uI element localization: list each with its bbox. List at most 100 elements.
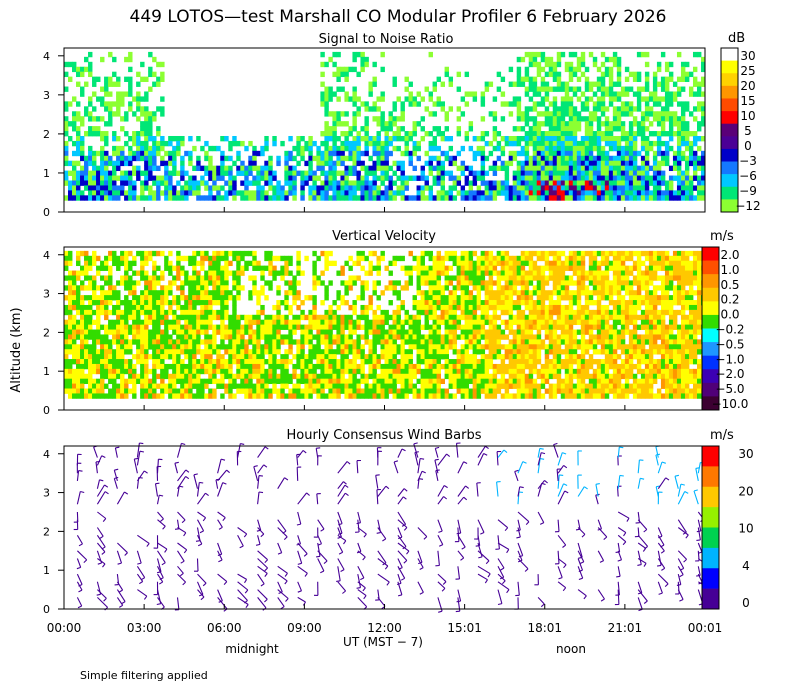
- heat-cell: [172, 165, 177, 172]
- heat-cell: [68, 314, 73, 321]
- heat-cell: [112, 111, 117, 117]
- heat-cell: [492, 170, 498, 176]
- heat-cell: [448, 378, 454, 385]
- heat-cell: [192, 304, 197, 311]
- heat-cell: [340, 339, 345, 345]
- heat-cell: [144, 388, 149, 394]
- heat-cell: [104, 135, 109, 142]
- heat-cell: [452, 344, 458, 350]
- heat-cell: [512, 96, 518, 102]
- heat-cell: [472, 135, 478, 142]
- heat-cell: [380, 373, 385, 380]
- heat-cell: [372, 334, 377, 340]
- heat-cell: [88, 280, 93, 286]
- heat-cell: [476, 368, 482, 375]
- heat-cell: [568, 71, 574, 78]
- heat-cell: [312, 285, 317, 291]
- heat-cell: [380, 175, 385, 181]
- heat-cell: [332, 368, 337, 375]
- heat-cell: [92, 285, 97, 291]
- heat-cell: [164, 388, 169, 394]
- heat-cell: [568, 170, 574, 176]
- heat-cell: [180, 170, 185, 176]
- heat-cell: [416, 275, 421, 281]
- heat-cell: [140, 373, 145, 380]
- heat-cell: [184, 275, 189, 281]
- heat-cell: [428, 96, 433, 102]
- heat-cell: [92, 195, 97, 201]
- heat-cell: [656, 160, 662, 167]
- heat-cell: [208, 349, 213, 355]
- heat-cell: [492, 309, 498, 316]
- heat-cell: [608, 91, 614, 97]
- heat-cell: [216, 349, 221, 355]
- heat-cell: [344, 111, 349, 117]
- heat-cell: [648, 145, 654, 152]
- heat-cell: [76, 140, 81, 147]
- heat-cell: [368, 324, 373, 330]
- heat-cell: [132, 150, 137, 157]
- heat-cell: [252, 290, 257, 296]
- heat-cell: [392, 290, 397, 296]
- heat-cell: [400, 106, 405, 112]
- heat-cell: [100, 131, 105, 137]
- heat-cell: [332, 373, 337, 380]
- heat-cell: [448, 383, 454, 389]
- heat-cell: [324, 160, 329, 167]
- heat-cell: [172, 349, 177, 355]
- heat-cell: [448, 393, 454, 399]
- heat-cell: [360, 373, 365, 380]
- heat-cell: [444, 373, 449, 380]
- heat-cell: [84, 270, 89, 276]
- heat-cell: [104, 373, 109, 380]
- heat-cell: [432, 354, 437, 360]
- heat-cell: [392, 180, 397, 186]
- heat-cell: [696, 175, 702, 181]
- heat-cell: [488, 378, 494, 385]
- heat-cell: [608, 140, 614, 147]
- heat-cell: [420, 185, 425, 191]
- heat-cell: [500, 190, 506, 196]
- heat-cell: [424, 339, 429, 345]
- heat-cell: [172, 339, 177, 345]
- heat-cell: [636, 91, 642, 97]
- heat-cell: [412, 131, 417, 137]
- heat-cell: [312, 185, 317, 191]
- heat-cell: [140, 255, 145, 262]
- heat-cell: [344, 91, 349, 97]
- heat-cell: [476, 145, 482, 152]
- heat-cell: [176, 339, 181, 345]
- heat-cell: [340, 121, 345, 127]
- heat-cell: [640, 111, 646, 117]
- heat-cell: [372, 170, 377, 176]
- heat-cell: [604, 170, 610, 176]
- heat-cell: [656, 170, 662, 176]
- heat-cell: [72, 270, 77, 276]
- heat-cell: [472, 295, 478, 301]
- heat-cell: [552, 61, 558, 68]
- heat-cell: [136, 324, 141, 330]
- heat-cell: [520, 195, 526, 201]
- heat-cell: [348, 165, 353, 172]
- heat-cell: [188, 334, 193, 340]
- heat-cell: [412, 304, 417, 311]
- heat-cell: [684, 135, 690, 142]
- heat-cell: [308, 165, 313, 172]
- heat-cell: [140, 368, 145, 375]
- heat-cell: [204, 180, 209, 186]
- heat-cell: [300, 185, 305, 191]
- heat-cell: [100, 86, 105, 92]
- heat-cell: [216, 165, 221, 172]
- heat-cell: [368, 155, 373, 162]
- heat-cell: [192, 270, 197, 276]
- heat-cell: [228, 378, 233, 385]
- heat-cell: [436, 368, 441, 375]
- heat-cell: [168, 250, 173, 257]
- heat-cell: [608, 145, 614, 152]
- heat-cell: [472, 190, 478, 196]
- heat-cell: [132, 285, 137, 291]
- heat-cell: [172, 354, 177, 360]
- heat-cell: [324, 180, 329, 186]
- heat-cell: [388, 165, 393, 172]
- heat-cell: [572, 190, 578, 196]
